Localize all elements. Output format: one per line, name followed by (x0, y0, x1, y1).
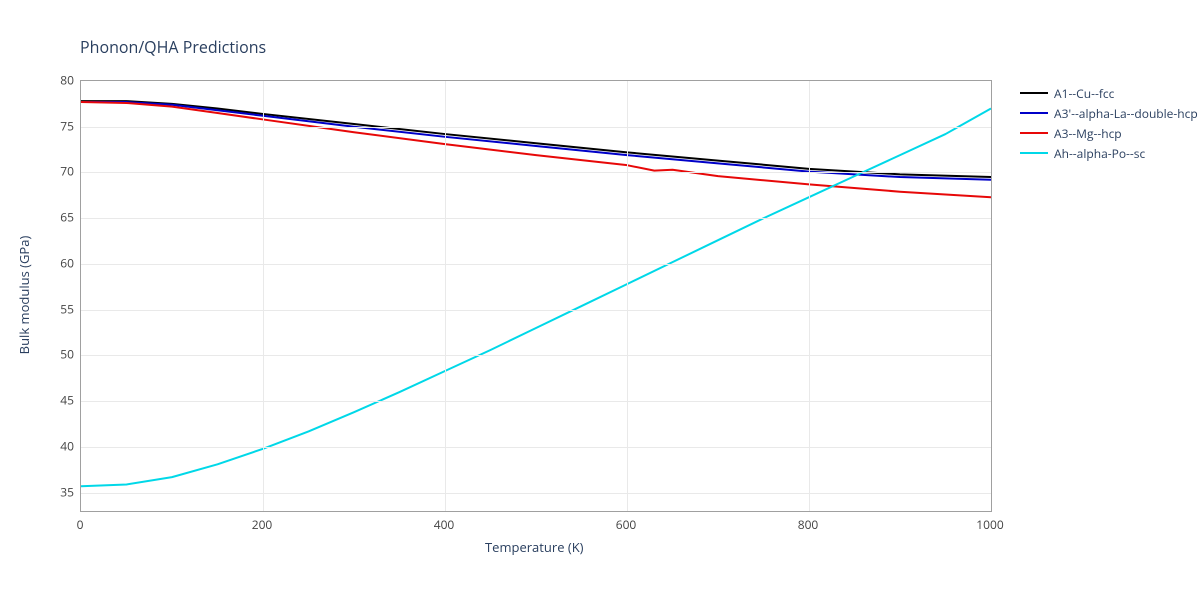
y-tick-label: 45 (52, 392, 74, 409)
legend-swatch (1020, 92, 1048, 94)
legend-item[interactable]: A3'--alpha-La--double-hcp (1020, 103, 1198, 123)
plot-area (80, 80, 992, 512)
gridline-h (81, 447, 991, 448)
y-tick-label: 75 (52, 117, 74, 134)
series-line (81, 108, 991, 486)
legend-item[interactable]: Ah--alpha-Po--sc (1020, 143, 1198, 163)
legend-swatch (1020, 152, 1048, 154)
legend-label: A3'--alpha-La--double-hcp (1054, 105, 1198, 122)
y-tick-label: 70 (52, 163, 74, 180)
legend-label: A1--Cu--fcc (1054, 85, 1114, 102)
x-axis-label: Temperature (K) (485, 538, 584, 556)
y-tick-label: 55 (52, 300, 74, 317)
legend-item[interactable]: A3--Mg--hcp (1020, 123, 1198, 143)
x-tick-label: 400 (434, 516, 455, 533)
legend-item[interactable]: A1--Cu--fcc (1020, 83, 1198, 103)
gridline-h (81, 493, 991, 494)
x-tick-label: 1000 (976, 516, 1003, 533)
series-line (81, 102, 991, 197)
y-tick-label: 35 (52, 483, 74, 500)
x-tick-label: 200 (252, 516, 273, 533)
legend-swatch (1020, 132, 1048, 134)
legend-label: A3--Mg--hcp (1054, 125, 1122, 142)
gridline-h (81, 355, 991, 356)
y-tick-label: 65 (52, 209, 74, 226)
y-axis-label: Bulk modulus (GPa) (15, 236, 33, 355)
chart-title: Phonon/QHA Predictions (80, 36, 266, 58)
y-tick-label: 50 (52, 346, 74, 363)
gridline-h (81, 310, 991, 311)
legend: A1--Cu--fcc A3'--alpha-La--double-hcp A3--… (1020, 83, 1198, 163)
gridline-h (81, 264, 991, 265)
x-tick-label: 600 (616, 516, 637, 533)
legend-label: Ah--alpha-Po--sc (1054, 145, 1145, 162)
gridline-h (81, 218, 991, 219)
y-tick-label: 80 (52, 72, 74, 89)
chart-container: Phonon/QHA Predictions 0 200 400 600 800 1000… (0, 0, 1200, 600)
gridline-h (81, 401, 991, 402)
x-tick-label: 800 (798, 516, 819, 533)
y-tick-label: 60 (52, 254, 74, 271)
x-tick-label: 0 (77, 516, 84, 533)
gridline-h (81, 127, 991, 128)
gridline-h (81, 172, 991, 173)
legend-swatch (1020, 112, 1048, 114)
y-tick-label: 40 (52, 437, 74, 454)
